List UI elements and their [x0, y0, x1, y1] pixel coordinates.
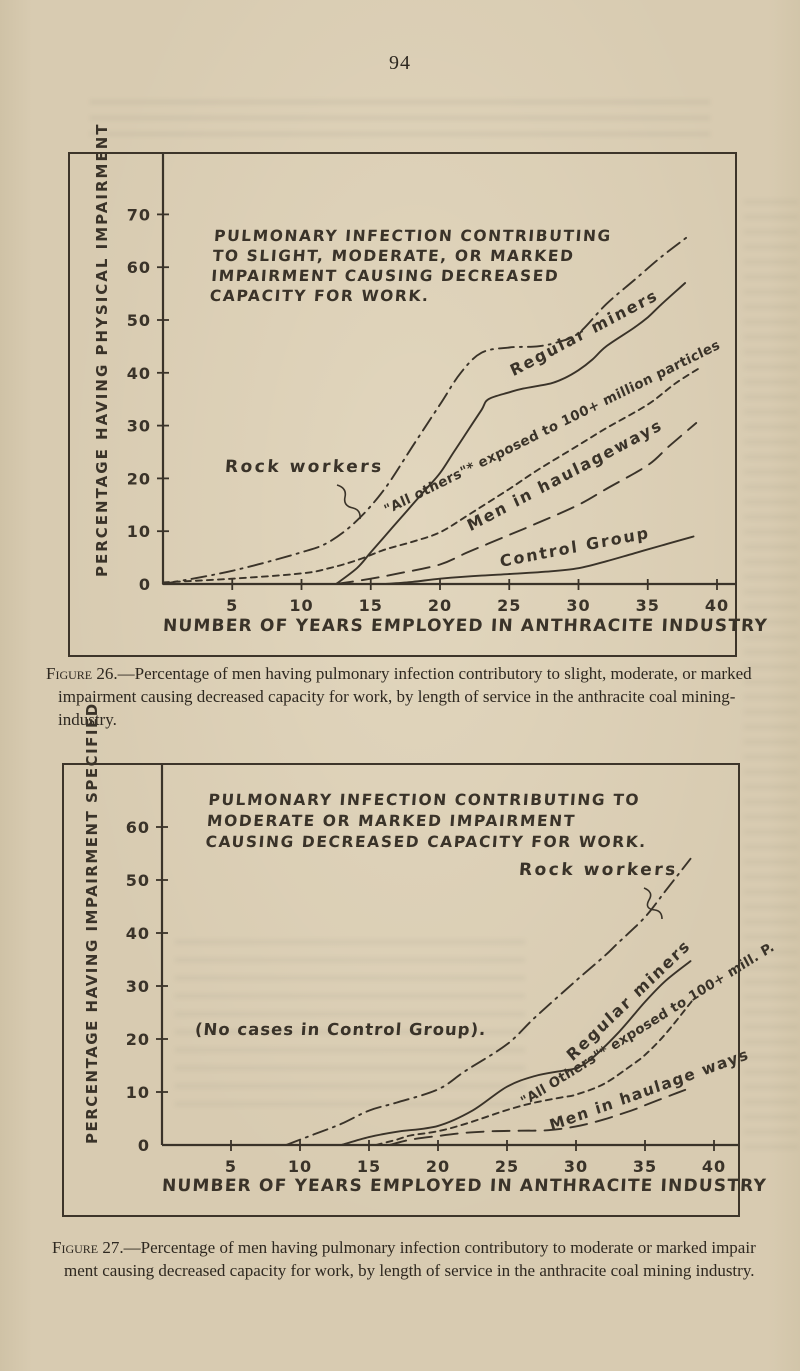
figure-26-plot: 5 10 15 20 25 30 35 40 0 10 20 30 40 50 60 70 — [127, 154, 735, 615]
figure-27-y-axis-title: PERCENTAGE HAVING IMPAIRMENT SPECIFIED — [83, 702, 101, 1144]
y-tick-label: 30 — [127, 417, 151, 436]
x-tick-label: 15 — [357, 1157, 381, 1176]
x-tick-label: 40 — [702, 1157, 726, 1176]
x-tick-label: 20 — [426, 1157, 450, 1176]
y-tick-label: 60 — [127, 258, 151, 277]
x-tick-label: 35 — [636, 596, 660, 615]
figure-26-caption: Figure 26.—Percentage of men having pulm… — [46, 664, 752, 729]
figure-26-y-axis-title: PERCENTAGE HAVING PHYSICAL IMPAIRMENT — [93, 122, 111, 578]
y-tick-label: 10 — [127, 522, 151, 541]
y-tick-label: 0 — [139, 575, 151, 594]
y-tick-label: 20 — [126, 1030, 150, 1049]
series-line-control-group — [383, 535, 695, 585]
series-line-rock-workers — [162, 234, 691, 585]
y-tick-label: 30 — [126, 977, 150, 996]
figure-27-x-axis-title: NUMBER OF YEARS EMPLOYED IN ANTHRACITE I… — [161, 1176, 768, 1196]
y-tick-label: 40 — [126, 924, 150, 943]
y-tick-label: 0 — [138, 1136, 150, 1155]
x-tick-label: 5 — [226, 596, 238, 615]
x-tick-label: 10 — [288, 1157, 312, 1176]
y-tick-label: 70 — [127, 205, 151, 224]
rock-workers-label-pointer — [643, 887, 663, 920]
curve-label-rock-workers: Rock workers — [518, 860, 679, 880]
x-tick-label: 15 — [359, 596, 383, 615]
x-tick-label: 25 — [497, 596, 521, 615]
curve-label-rock-workers: Rock workers — [224, 457, 385, 477]
figure-26-chart: 5 10 15 20 25 30 35 40 0 10 20 30 40 50 60 70 PULMONARY… — [68, 122, 769, 657]
figure-26-caption-label: Figure 26. — [46, 664, 118, 683]
y-tick-label: 50 — [126, 871, 150, 890]
page-showthrough-top — [90, 100, 710, 146]
figure-27-title: PULMONARY INFECTION CONTRIBUTING TO MODE… — [204, 791, 648, 851]
figure-27-chart: 5 10 15 20 25 30 35 40 0 10 20 30 40 50 60 PULMONARY I… — [62, 702, 777, 1217]
figure-27-caption: Figure 27.—Percentage of men having pulm… — [52, 1238, 756, 1280]
figure-26-x-axis-title: NUMBER OF YEARS EMPLOYED IN ANTHRACITE I… — [162, 616, 769, 636]
x-tick-label: 30 — [566, 596, 590, 615]
x-tick-label: 25 — [495, 1157, 519, 1176]
x-tick-label: 5 — [225, 1157, 237, 1176]
y-tick-label: 20 — [127, 469, 151, 488]
series-line-all-others — [374, 998, 695, 1146]
series-line-all-others — [162, 366, 702, 584]
x-tick-label: 30 — [564, 1157, 588, 1176]
x-tick-label: 10 — [289, 596, 313, 615]
figure-26-title: PULMONARY INFECTION CONTRIBUTING TO SLIG… — [209, 227, 613, 305]
y-tick-label: 60 — [126, 818, 150, 837]
x-tick-label: 35 — [633, 1157, 657, 1176]
series-line-rock-workers — [285, 857, 692, 1146]
x-tick-label: 40 — [705, 596, 729, 615]
y-tick-label: 10 — [126, 1083, 150, 1102]
rock-workers-label-pointer — [336, 484, 361, 520]
figure-27-caption-label: Figure 27. — [52, 1238, 124, 1257]
series-line-regular-miners — [335, 282, 687, 585]
x-tick-label: 20 — [428, 596, 452, 615]
series-line-men-haulageways — [335, 422, 698, 585]
y-tick-label: 50 — [127, 311, 151, 330]
page-number: 94 — [389, 52, 411, 74]
figure-27-plot: 5 10 15 20 25 30 35 40 0 10 20 30 40 50 60 — [126, 765, 738, 1176]
y-tick-label: 40 — [127, 364, 151, 383]
figure-27-no-cases-note: (No cases in Control Group). — [194, 1020, 488, 1039]
series-line-regular-miners — [340, 960, 692, 1146]
series-line-men-haulageways — [388, 1085, 695, 1146]
